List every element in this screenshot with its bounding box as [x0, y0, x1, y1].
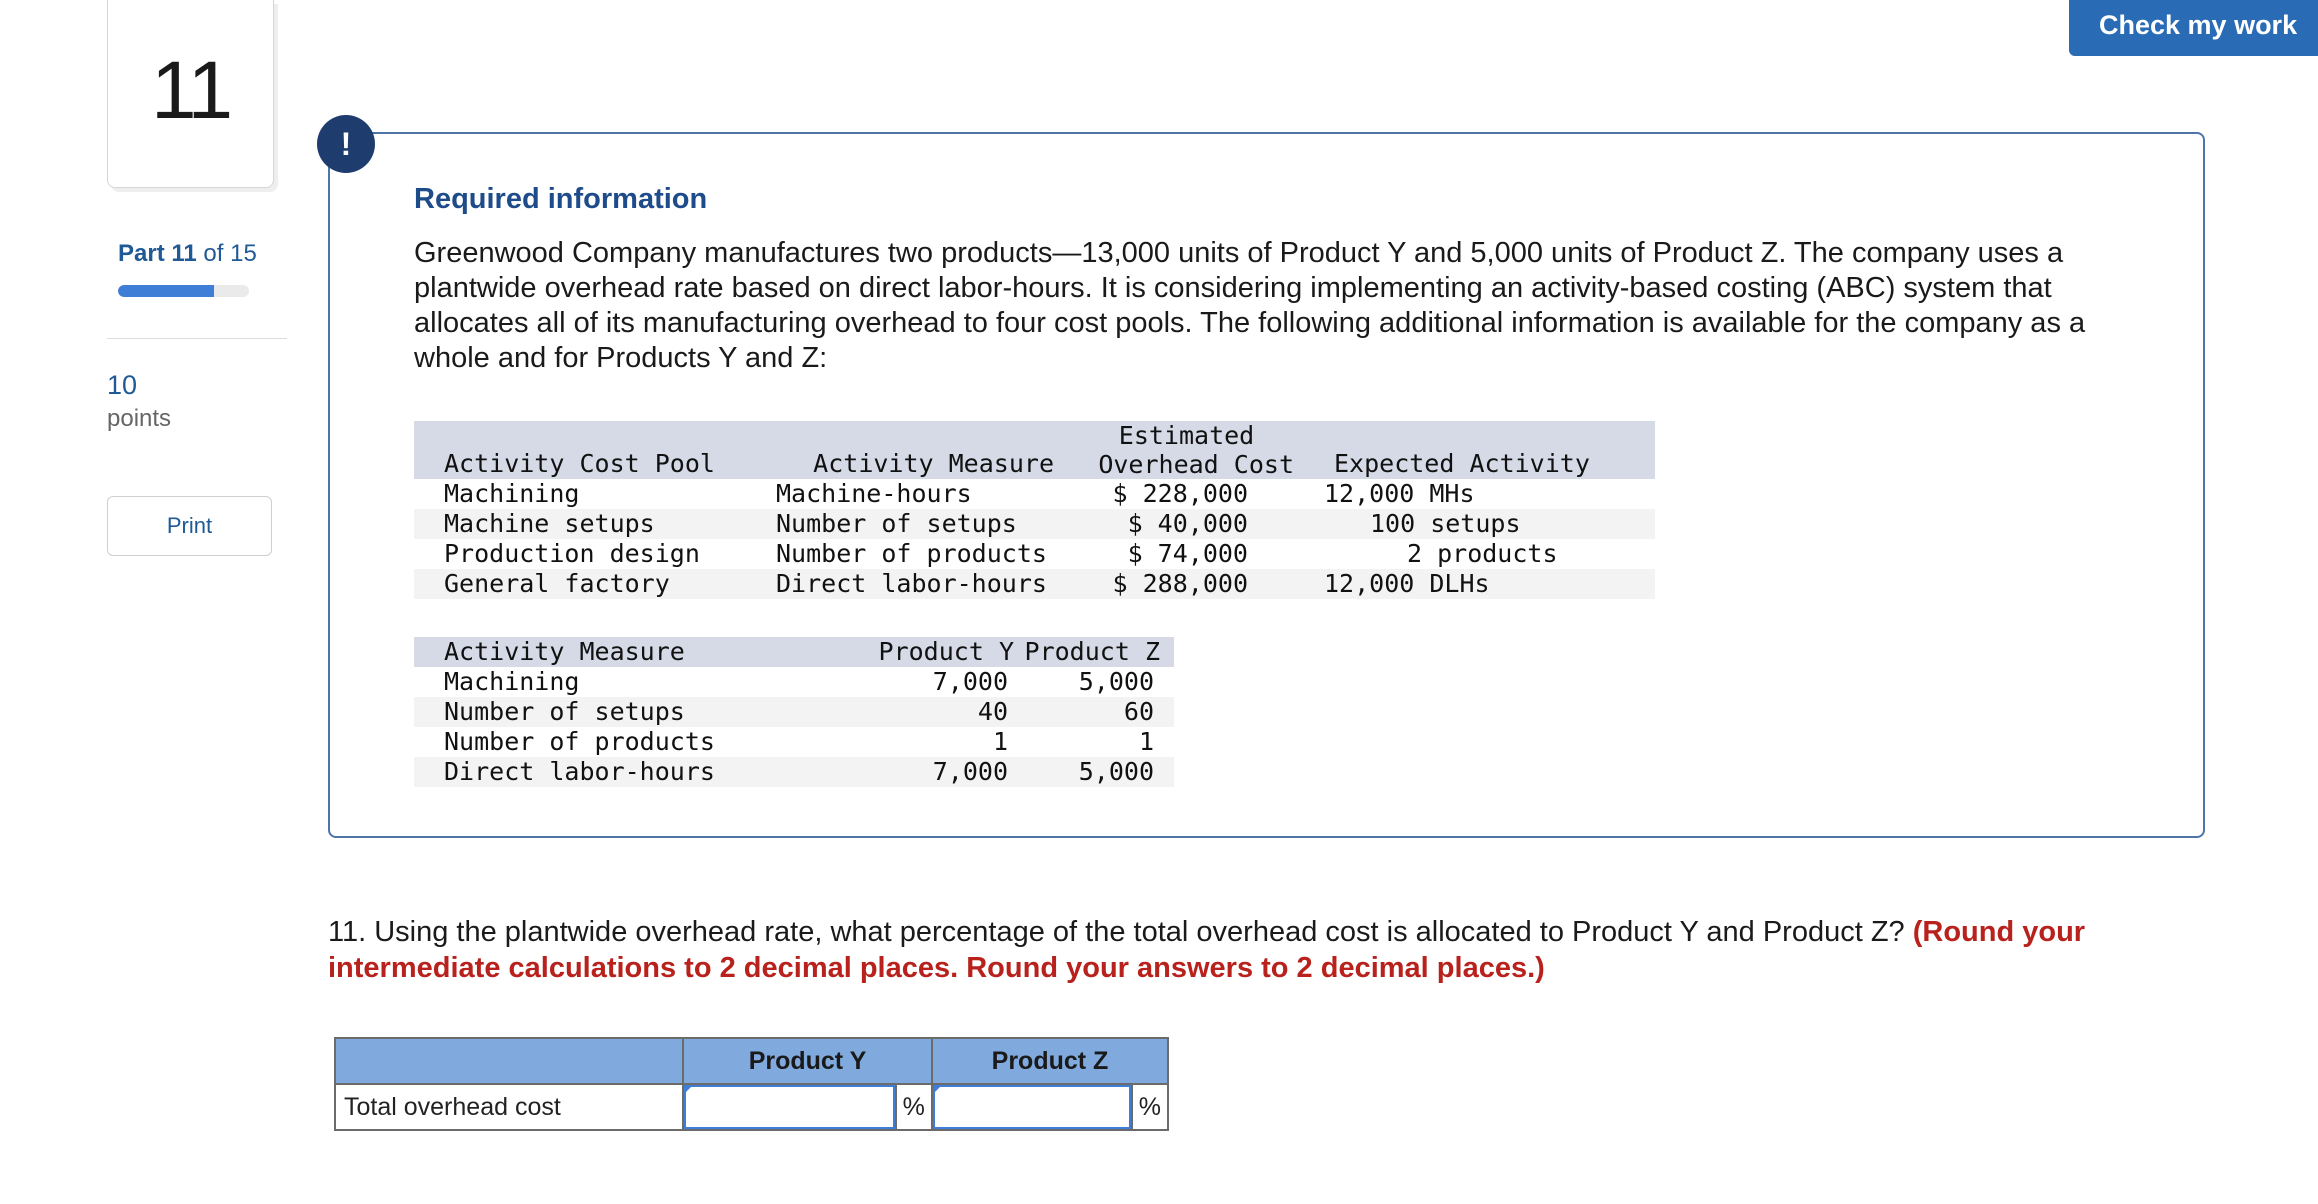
table-row: General factory Direct labor-hours $ 288… [414, 569, 1655, 599]
cell-activity: 12,000 DLHs [1304, 569, 1655, 599]
header-overhead-cost: Estimated Overhead Cost [1054, 421, 1304, 479]
part-of: of 15 [203, 240, 257, 267]
answer-header-row: Product Y Product Z [334, 1037, 1169, 1085]
header-expected-activity: Expected Activity [1304, 421, 1655, 479]
product-z-unit: % [1130, 1083, 1170, 1131]
part-label: Part [118, 240, 165, 267]
cell-pool: Machining [444, 479, 580, 508]
header-overhead-cost-label: Overhead Cost [1098, 450, 1294, 479]
cell-product-y: 40 [844, 697, 1024, 727]
cell-product-z: 1 [1138, 727, 1154, 756]
answer-row-label: Total overhead cost [334, 1083, 684, 1131]
product-y-unit: % [894, 1083, 934, 1131]
table-row: Production design Number of products $ 7… [414, 539, 1655, 569]
header-activity-measure: Activity Measure [414, 637, 844, 667]
activity-cost-pool-table: Activity Cost Pool Activity Measure Esti… [414, 421, 1655, 599]
question-text: 11. Using the plantwide overhead rate, w… [328, 914, 2208, 986]
question-number-card: 11 [107, 0, 274, 188]
cell-cost: $ 288,000 [1054, 569, 1304, 599]
product-z-percent-input[interactable] [933, 1085, 1131, 1129]
cell-measure: Number of setups [774, 509, 1054, 539]
product-y-percent-input[interactable] [684, 1085, 895, 1129]
cell-pool: Production design [444, 539, 700, 568]
points-value: 10 [107, 370, 138, 400]
cell-cost: $ 228,000 [1112, 479, 1248, 508]
product-y-input-cell [682, 1083, 896, 1131]
rounding-instruction: (Round your intermediate calculations to… [328, 916, 2086, 984]
answer-table: Product Y Product Z Total overhead cost … [334, 1037, 1170, 1131]
table-row: Number of products 1 1 [414, 727, 1174, 757]
problem-intro-text: Greenwood Company manufactures two produ… [414, 237, 2086, 374]
input-marker-icon [933, 1085, 942, 1094]
cell-cost: $ 74,000 [1127, 539, 1248, 568]
table-row: Machining 7,000 5,000 [414, 667, 1174, 697]
cell-product-y: 1 [992, 727, 1008, 756]
part-progress-bar [118, 285, 249, 297]
cell-activity: 12,000 MHs [1324, 479, 1475, 508]
required-information-box [328, 132, 2205, 838]
table-header-row: Activity Measure Product Y Product Z [414, 637, 1174, 667]
check-my-work-button[interactable]: Check my work [2069, 0, 2318, 56]
answer-header-product-z: Product Z [931, 1037, 1169, 1085]
print-button[interactable]: Print [107, 496, 272, 556]
cell-pool: General factory [414, 569, 774, 599]
table-row: Machining Machine-hours $ 228,000 12,000… [414, 479, 1655, 509]
part-progress-fill [118, 285, 215, 297]
product-activity-table: Activity Measure Product Y Product Z Mac… [414, 637, 1174, 787]
cell-product-z: 60 [1024, 697, 1174, 727]
header-estimated: Estimated [1118, 421, 1255, 450]
sidebar-divider [107, 338, 287, 339]
table-header-row: Activity Cost Pool Activity Measure Esti… [414, 421, 1655, 479]
cell-activity: 2 products [1407, 539, 1558, 568]
header-activity-measure: Activity Measure [774, 421, 1054, 479]
answer-header-blank [334, 1037, 684, 1085]
table-row: Machine setups Number of setups $ 40,000… [414, 509, 1655, 539]
cell-measure: Number of products [776, 539, 1047, 568]
cell-product-y: 7,000 [844, 757, 1024, 787]
required-information-title: Required information [414, 183, 708, 215]
header-product-z: Product Z [1024, 637, 1174, 667]
cell-activity: 100 setups [1304, 509, 1655, 539]
header-activity-cost-pool: Activity Cost Pool [414, 421, 774, 479]
question-number: 11 [150, 45, 233, 136]
cell-measure: Machining [444, 667, 580, 696]
table-row: Number of setups 40 60 [414, 697, 1174, 727]
part-indicator: Part 11 of 15 [118, 240, 257, 268]
cell-product-z: 5,000 [1024, 757, 1174, 787]
answer-row: Total overhead cost % % [334, 1083, 1170, 1131]
part-current: 11 [171, 240, 197, 267]
header-product-y: Product Y [844, 637, 1024, 667]
product-z-input-cell [931, 1083, 1132, 1131]
cell-measure: Number of setups [414, 697, 844, 727]
cell-measure: Number of products [444, 727, 715, 756]
cell-cost: $ 40,000 [1054, 509, 1304, 539]
answer-header-product-y: Product Y [682, 1037, 933, 1085]
question-prompt: 11. Using the plantwide overhead rate, w… [328, 916, 1913, 948]
points-label: points [107, 405, 172, 432]
cell-pool: Machine setups [414, 509, 774, 539]
cell-product-y: 7,000 [932, 667, 1008, 696]
input-marker-icon [684, 1085, 693, 1094]
cell-measure: Machine-hours [776, 479, 972, 508]
cell-product-z: 5,000 [1078, 667, 1154, 696]
table-row: Direct labor-hours 7,000 5,000 [414, 757, 1174, 787]
cell-measure: Direct labor-hours [414, 757, 844, 787]
alert-icon: ! [317, 115, 375, 173]
cell-measure: Direct labor-hours [774, 569, 1054, 599]
